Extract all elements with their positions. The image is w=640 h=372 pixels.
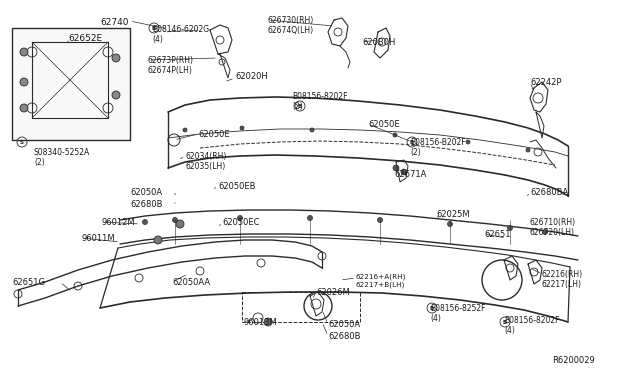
Text: 62050A: 62050A	[328, 320, 360, 329]
Circle shape	[401, 169, 407, 175]
Circle shape	[143, 219, 147, 224]
Text: 62216+A(RH)
62217+B(LH): 62216+A(RH) 62217+B(LH)	[356, 274, 406, 288]
Text: B08156-8202F
(2): B08156-8202F (2)	[292, 92, 348, 111]
Circle shape	[393, 165, 399, 171]
Text: 626730(RH)
62674Q(LH): 626730(RH) 62674Q(LH)	[268, 16, 314, 35]
Text: 62050AA: 62050AA	[172, 278, 210, 287]
Bar	[242, 292, 360, 322]
Text: 62680B: 62680B	[328, 332, 360, 341]
Text: 62671A: 62671A	[394, 170, 426, 179]
Text: 96013M: 96013M	[244, 318, 278, 327]
Circle shape	[466, 140, 470, 144]
Circle shape	[154, 236, 162, 244]
Text: 96011M: 96011M	[82, 234, 116, 243]
Text: 62651: 62651	[484, 230, 511, 239]
Circle shape	[307, 215, 312, 221]
Text: 62050EC: 62050EC	[222, 218, 259, 227]
Text: B: B	[152, 26, 156, 31]
Circle shape	[20, 104, 28, 112]
Circle shape	[20, 48, 28, 56]
Text: B: B	[430, 305, 434, 311]
Text: B: B	[298, 103, 302, 109]
Text: 62050E: 62050E	[368, 120, 399, 129]
Circle shape	[237, 215, 243, 221]
Text: 626710(RH)
626720(LH): 626710(RH) 626720(LH)	[530, 218, 576, 237]
Circle shape	[173, 218, 177, 222]
Text: B08146-6202G
(4): B08146-6202G (4)	[152, 25, 209, 44]
Text: 62050EB: 62050EB	[218, 182, 255, 191]
Text: 62242P: 62242P	[530, 78, 561, 87]
Circle shape	[112, 54, 120, 62]
Circle shape	[393, 133, 397, 137]
Circle shape	[112, 91, 120, 99]
Text: 62740: 62740	[100, 18, 129, 27]
Text: 62050E: 62050E	[198, 130, 230, 139]
Text: 62025M: 62025M	[436, 210, 470, 219]
Circle shape	[378, 218, 383, 222]
Circle shape	[183, 128, 187, 132]
Text: S08340-5252A
(2): S08340-5252A (2)	[34, 148, 90, 167]
Bar	[12, 28, 130, 140]
Text: B08156-B202F
(2): B08156-B202F (2)	[410, 138, 466, 157]
Circle shape	[176, 220, 184, 228]
Circle shape	[310, 128, 314, 132]
Circle shape	[447, 221, 452, 227]
Text: R6200029: R6200029	[552, 356, 595, 365]
Text: B08156-8252F
(4): B08156-8252F (4)	[430, 304, 486, 323]
Text: B: B	[410, 140, 414, 144]
Circle shape	[240, 126, 244, 130]
Circle shape	[526, 148, 530, 152]
Text: 620B0H: 620B0H	[362, 38, 396, 47]
Text: 62680BA: 62680BA	[530, 188, 568, 197]
Text: 62652E: 62652E	[68, 34, 102, 43]
Text: S: S	[20, 140, 24, 144]
Text: 62034(RH)
62035(LH): 62034(RH) 62035(LH)	[185, 152, 227, 171]
Text: B: B	[503, 320, 507, 324]
Text: 62216(RH)
62217(LH): 62216(RH) 62217(LH)	[542, 270, 583, 289]
Text: 96012M: 96012M	[102, 218, 136, 227]
Circle shape	[543, 230, 547, 234]
Text: 62020H: 62020H	[235, 72, 268, 81]
Text: 62050A: 62050A	[130, 188, 162, 197]
Text: 62651G: 62651G	[12, 278, 45, 287]
Text: B08156-8202F
(4): B08156-8202F (4)	[504, 316, 559, 336]
Text: 62673P(RH)
62674P(LH): 62673P(RH) 62674P(LH)	[148, 56, 194, 76]
Circle shape	[264, 318, 272, 326]
Circle shape	[20, 78, 28, 86]
Circle shape	[508, 225, 513, 231]
Text: 62026M: 62026M	[316, 288, 349, 297]
Text: 62680B: 62680B	[130, 200, 163, 209]
